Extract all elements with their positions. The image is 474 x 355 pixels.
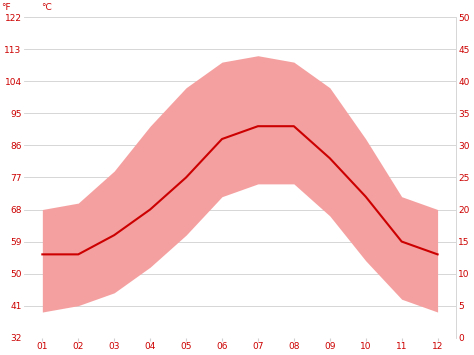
Text: °F: °F (0, 4, 10, 12)
Text: °C: °C (42, 4, 52, 12)
